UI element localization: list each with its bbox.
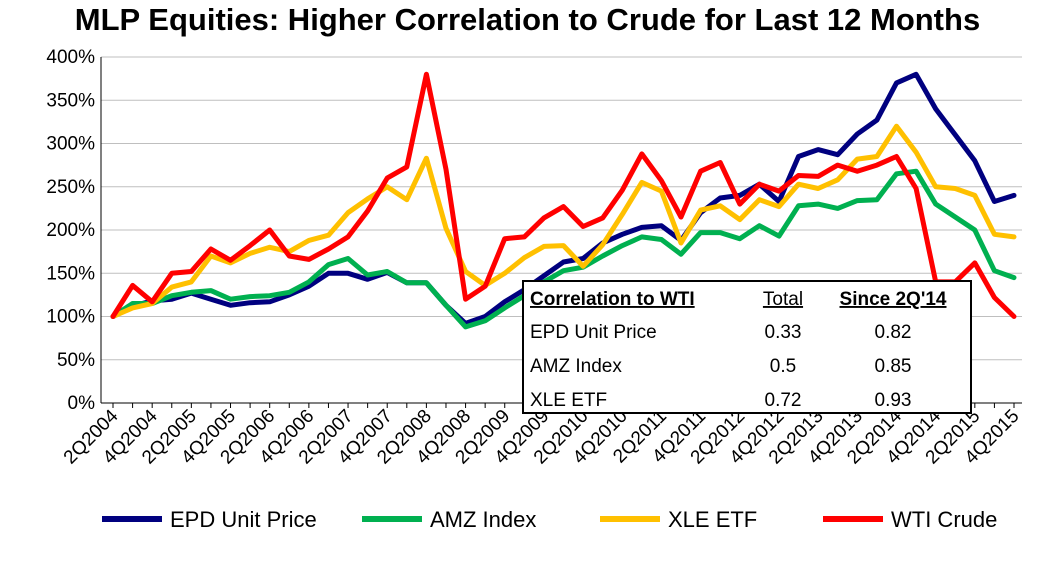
y-tick-label: 400%: [46, 47, 95, 68]
y-tick-label: 300%: [46, 134, 95, 155]
series-lines: [110, 71, 1017, 330]
table-header: Total: [763, 289, 803, 310]
legend-item: XLE ETF: [600, 507, 757, 532]
series-line-wti-crude: [110, 71, 1017, 319]
table-header: Correlation to WTI: [530, 289, 695, 310]
table-cell: 0.5: [770, 356, 796, 377]
series-line-amz-index: [110, 168, 1017, 330]
correlation-table-box: [522, 280, 972, 414]
correlation-table: Correlation to WTI Total Since 2Q'14 EPD Un…: [522, 280, 972, 414]
legend-label: WTI Crude: [891, 507, 997, 532]
legend: EPD Unit Price AMZ Index XLE ETF WTI Crude: [102, 507, 997, 532]
y-tick-label: 350%: [46, 90, 95, 111]
table-cell: 0.33: [765, 322, 802, 343]
legend-label: XLE ETF: [668, 507, 757, 532]
y-tick-label: 250%: [46, 177, 95, 198]
table-cell: XLE ETF: [530, 390, 607, 411]
y-tick-label: 200%: [46, 220, 95, 241]
legend-label: EPD Unit Price: [170, 507, 317, 532]
y-tick-label: 150%: [46, 263, 95, 284]
y-tick-label: 50%: [57, 350, 95, 371]
table-cell: 0.85: [875, 356, 912, 377]
table-cell: EPD Unit Price: [530, 322, 657, 343]
table-cell: 0.82: [875, 322, 912, 343]
series-line-xle-etf: [110, 123, 1017, 319]
table-cell: 0.72: [765, 390, 802, 411]
y-tick-label: 100%: [46, 307, 95, 328]
table-header: Since 2Q'14: [840, 289, 947, 310]
table-cell: AMZ Index: [530, 356, 622, 377]
chart-title: MLP Equities: Higher Correlation to Crud…: [74, 2, 981, 37]
table-cell: 0.93: [875, 390, 912, 411]
legend-item: WTI Crude: [823, 507, 997, 532]
legend-item: AMZ Index: [362, 507, 536, 532]
legend-label: AMZ Index: [430, 507, 536, 532]
legend-item: EPD Unit Price: [102, 507, 317, 532]
series-line-epd-unit-price: [110, 71, 1017, 326]
y-tick-label: 0%: [68, 393, 96, 414]
